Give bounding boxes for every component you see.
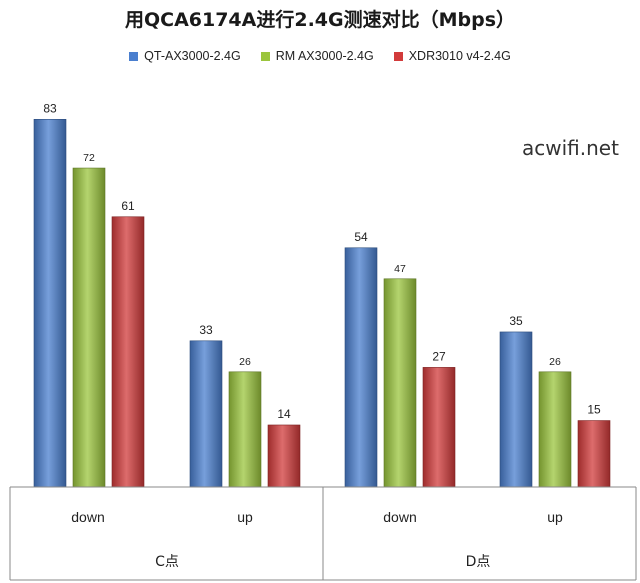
data-label-3-3: 27 (432, 349, 446, 363)
tick-label-1: down (71, 509, 104, 525)
bar-3-3 (422, 367, 456, 488)
legend-swatch-qt (129, 51, 139, 61)
bar-2-4 (538, 371, 572, 488)
tick-label-2: up (237, 509, 253, 525)
data-label-1-2: 33 (199, 323, 213, 337)
bar-1-1 (33, 119, 67, 488)
legend-swatch-xdr (393, 51, 403, 61)
data-label-3-2: 14 (277, 407, 291, 421)
bar-1-3 (344, 247, 378, 488)
data-label-3-4: 15 (587, 403, 601, 417)
data-label-1-1: 83 (43, 101, 57, 115)
tick-label-4: up (547, 509, 563, 525)
bar-2-1 (72, 167, 106, 488)
group-label-2: D点 (466, 554, 491, 570)
data-label-3-1: 61 (121, 199, 135, 213)
bar-2-2 (228, 371, 262, 488)
data-label-1-4: 35 (509, 314, 523, 328)
data-label-2-2: 26 (239, 356, 251, 368)
legend-label-qt: QT-AX3000-2.4G (144, 49, 241, 63)
legend-label-rm: RM AX3000-2.4G (275, 49, 374, 63)
legend-label-xdr: XDR3010 v4-2.4G (408, 49, 511, 63)
bar-2-3 (383, 278, 417, 488)
data-label-2-1: 72 (83, 152, 95, 164)
data-label-2-3: 47 (394, 263, 406, 275)
legend-item-xdr: XDR3010 v4-2.4G (393, 49, 511, 63)
bar-1-4 (499, 331, 533, 488)
legend: QT-AX3000-2.4G RM AX3000-2.4G XDR3010 v4… (0, 49, 640, 63)
legend-swatch-rm (260, 51, 270, 61)
bar-3-2 (267, 424, 301, 488)
data-label-1-3: 54 (354, 230, 368, 244)
bar-3-4 (577, 420, 611, 488)
tick-label-3: down (383, 509, 416, 525)
data-label-2-4: 26 (549, 356, 561, 368)
legend-item-rm: RM AX3000-2.4G (260, 49, 374, 63)
bar-1-2 (189, 340, 223, 488)
legend-item-qt: QT-AX3000-2.4G (129, 49, 241, 63)
bar-3-1 (111, 216, 145, 488)
group-label-1: C点 (155, 554, 179, 570)
chart-title: 用QCA6174A进行2.4G测速对比（Mbps） (124, 9, 516, 31)
watermark: acwifi.net (522, 136, 619, 160)
